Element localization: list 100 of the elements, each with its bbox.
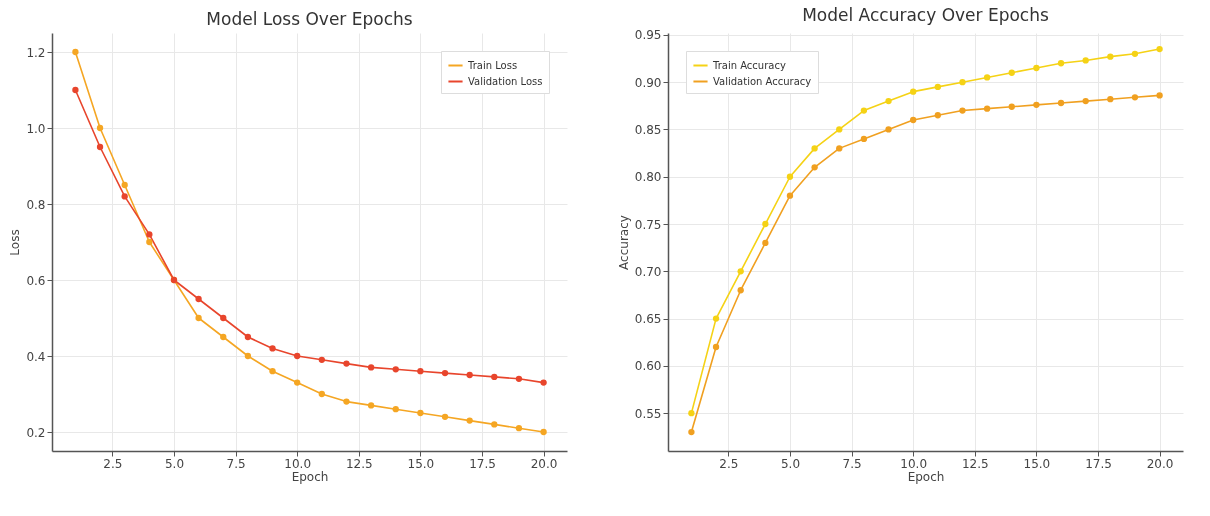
point (983, 105, 991, 112)
x-tick-label: 2.5 (719, 456, 739, 471)
y-tick-label: 0.90 (634, 75, 662, 90)
y-tick-label: 0.75 (634, 217, 662, 232)
point (1131, 94, 1139, 101)
point (220, 333, 227, 341)
point (885, 126, 892, 133)
point (1082, 57, 1089, 64)
point (318, 390, 325, 398)
y-tick-label: 0.60 (634, 359, 662, 374)
point (737, 268, 744, 275)
point (712, 315, 720, 322)
x-tick-label: 5.0 (780, 456, 801, 471)
point (515, 375, 523, 382)
point (146, 231, 153, 238)
point (244, 352, 252, 360)
point (860, 107, 868, 114)
point (392, 406, 399, 413)
x-tick-label: 7.5 (842, 456, 862, 471)
x-tick-label: 12.5 (961, 456, 989, 471)
point (811, 145, 818, 152)
legend-label: Train Loss (467, 59, 518, 71)
chart-title: Model Accuracy Over Epochs (802, 4, 1049, 25)
y-axis-title: Accuracy (616, 215, 631, 270)
point (860, 135, 868, 143)
point (441, 369, 449, 377)
point (392, 366, 399, 373)
point (1107, 53, 1114, 60)
point (737, 287, 744, 294)
chart-title: Model Loss Over Epochs (206, 9, 413, 29)
point (367, 364, 375, 371)
x-tick-label: 10.0 (284, 456, 312, 471)
point (786, 192, 794, 199)
point (343, 360, 350, 367)
x-tick-label: 20.0 (530, 456, 558, 471)
y-tick-label: 0.95 (634, 28, 662, 43)
x-tick-label: 15.0 (407, 456, 435, 471)
point (96, 124, 104, 132)
y-tick-label: 1.0 (26, 121, 46, 136)
point (121, 193, 128, 200)
y-tick-label: 1.2 (26, 45, 46, 60)
y-tick-label: 0.85 (634, 122, 662, 137)
y-tick-label: 0.8 (26, 197, 46, 212)
point (343, 398, 350, 405)
point (318, 356, 325, 363)
point (466, 417, 473, 424)
point (294, 352, 301, 360)
x-tick-label: 17.5 (469, 456, 496, 471)
point (195, 314, 202, 322)
y-axis-title: Loss (8, 229, 23, 256)
point (72, 48, 79, 56)
point (1156, 92, 1163, 99)
point (836, 145, 843, 152)
point (983, 74, 991, 81)
point (1156, 45, 1163, 53)
legend-label: Train Accuracy (712, 59, 786, 71)
x-axis-title: Epoch (907, 469, 945, 484)
point (244, 333, 252, 341)
point (269, 368, 276, 375)
point (294, 379, 301, 386)
point (934, 83, 941, 91)
x-tick-label: 5.0 (164, 456, 185, 471)
x-tick-label: 10.0 (900, 456, 928, 471)
y-tick-label: 0.2 (26, 425, 46, 440)
point (1033, 101, 1040, 109)
x-tick-label: 17.5 (1085, 456, 1112, 471)
point (466, 371, 473, 379)
point (367, 402, 375, 409)
x-tick-label: 15.0 (1023, 456, 1051, 471)
point (762, 239, 769, 247)
point (220, 314, 227, 322)
y-tick-label: 0.4 (26, 349, 46, 364)
point (959, 79, 966, 86)
point (1008, 103, 1015, 110)
point (540, 428, 547, 436)
point (885, 97, 892, 105)
point (910, 88, 917, 95)
point (96, 143, 104, 151)
point (146, 238, 153, 246)
y-tick-label: 0.70 (634, 264, 662, 279)
point (540, 379, 547, 386)
point (688, 410, 695, 417)
point (1008, 69, 1015, 76)
point (786, 173, 794, 180)
y-tick-label: 0.6 (26, 273, 46, 288)
point (441, 413, 449, 420)
point (195, 295, 202, 303)
point (934, 112, 941, 119)
point (712, 343, 720, 351)
point (1131, 50, 1139, 57)
point (491, 373, 498, 381)
x-tick-label: 2.5 (103, 456, 123, 471)
point (688, 428, 695, 436)
point (491, 421, 498, 428)
x-axis-title: Epoch (291, 469, 329, 484)
point (72, 86, 79, 94)
point (811, 164, 818, 171)
legend-label: Validation Loss (468, 75, 543, 87)
point (417, 368, 424, 375)
point (269, 345, 276, 352)
